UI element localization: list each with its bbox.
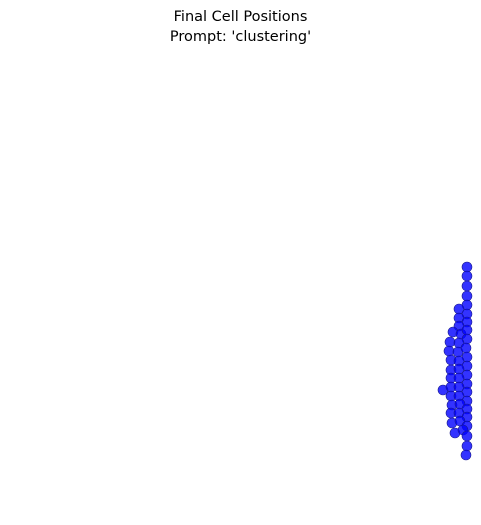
cell-point — [461, 440, 473, 452]
cell-point — [443, 345, 455, 357]
cell-point — [461, 324, 473, 336]
chart-subtitle: Prompt: 'clustering' — [169, 29, 312, 45]
cell-point — [461, 280, 473, 292]
cell-point — [460, 342, 472, 354]
cell-point — [461, 270, 473, 282]
cell-point — [461, 261, 473, 273]
cell-point — [460, 449, 472, 461]
cell-point — [461, 290, 473, 302]
cell-point — [444, 336, 456, 348]
chart-title: Final Cell Positions — [173, 9, 308, 25]
cell-point — [461, 430, 473, 442]
cell-points-layer — [437, 261, 473, 461]
chart-title-block: Final Cell Positions Prompt: 'clustering… — [0, 7, 481, 47]
